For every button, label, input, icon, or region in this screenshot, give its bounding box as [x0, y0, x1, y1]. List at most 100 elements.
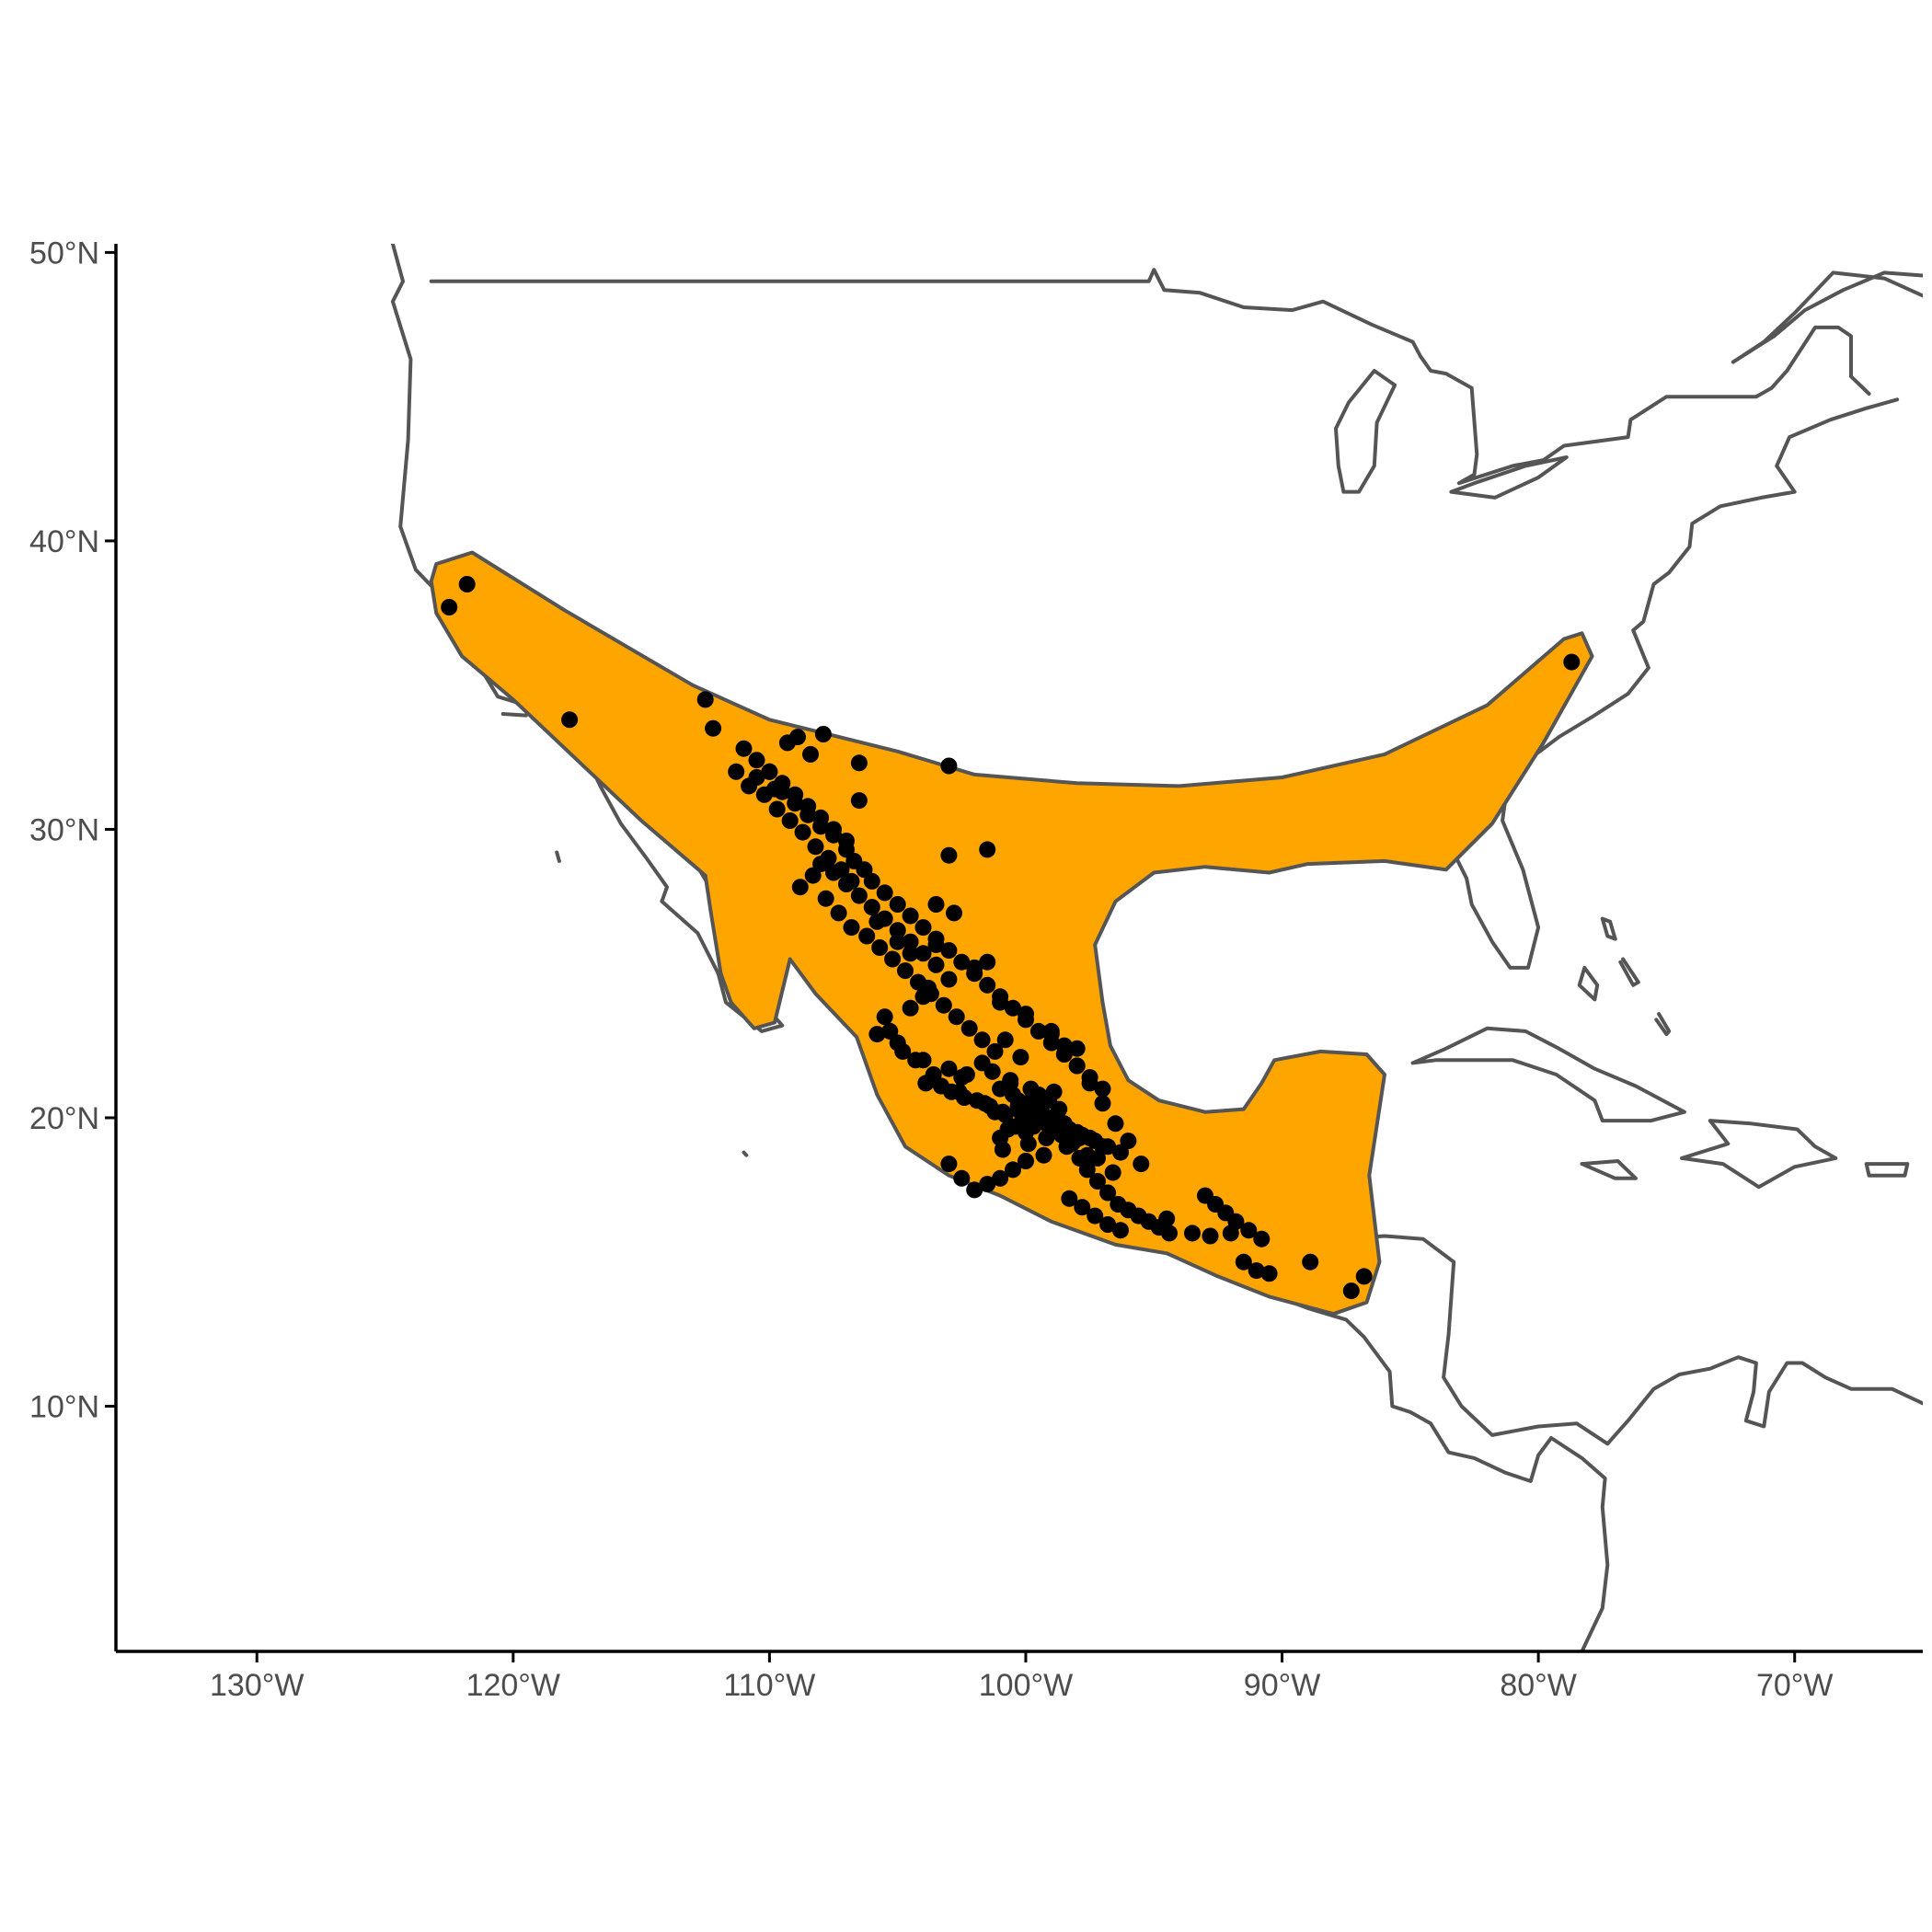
occurrence-point	[863, 872, 880, 890]
occurrence-point	[927, 896, 945, 913]
occurrence-point	[953, 953, 971, 971]
occurrence-point	[979, 953, 996, 971]
occurrence-point	[825, 821, 842, 838]
occurrence-point	[814, 726, 832, 742]
occurrence-point	[946, 904, 962, 922]
occurrence-point	[992, 988, 1009, 1006]
x-tick-label: 90°W	[1244, 1668, 1321, 1703]
x-axis-ticks: 130°W 120°W 110°W 100°W 90°W 80°W 70°W	[210, 1651, 1833, 1703]
occurrence-point	[1087, 1133, 1104, 1150]
occurrence-point	[843, 919, 860, 937]
occurrence-point	[1018, 1153, 1034, 1169]
occurrence-point	[1112, 1144, 1129, 1161]
occurrence-point	[1065, 1133, 1083, 1150]
occurrence-point	[1074, 1199, 1091, 1216]
occurrence-point	[994, 1141, 1011, 1158]
occurrence-point	[812, 809, 830, 826]
x-tick-label: 130°W	[210, 1668, 304, 1703]
occurrence-point	[889, 933, 906, 950]
occurrence-point	[1227, 1213, 1245, 1230]
occurrence-point	[1018, 1011, 1034, 1029]
occurrence-point	[940, 1156, 958, 1173]
occurrence-point	[1081, 1069, 1098, 1087]
occurrence-point	[902, 933, 919, 950]
occurrence-point	[940, 971, 958, 988]
y-tick-label: 50°N	[29, 236, 99, 270]
occurrence-point	[1104, 1164, 1121, 1181]
occurrence-point	[940, 757, 958, 775]
occurrence-point	[979, 976, 996, 994]
occurrence-point	[914, 919, 932, 937]
occurrence-point	[1055, 1046, 1073, 1063]
occurrence-point	[902, 907, 919, 925]
occurrence-point	[1563, 653, 1581, 671]
occurrence-point	[1089, 1173, 1106, 1190]
occurrence-point	[830, 904, 847, 922]
occurrence-point	[894, 1042, 912, 1060]
occurrence-point	[1099, 1184, 1117, 1202]
occurrence-point	[876, 1008, 893, 1026]
coastline-jamaica	[1580, 1159, 1638, 1180]
occurrence-point	[807, 838, 824, 856]
coastline-saint-lawrence	[1731, 270, 1923, 364]
occurrence-point	[781, 812, 799, 829]
occurrence-point	[914, 945, 932, 962]
occurrence-point	[441, 599, 458, 615]
occurrence-point	[884, 950, 902, 968]
occurrence-point	[940, 942, 958, 960]
occurrence-point	[868, 1026, 886, 1043]
occurrence-point	[876, 910, 893, 927]
occurrence-point	[1005, 1161, 1021, 1179]
occurrence-point	[871, 939, 889, 956]
occurrence-point	[927, 930, 945, 948]
occurrence-point	[966, 1181, 983, 1199]
occurrence-point	[940, 1060, 958, 1077]
occurrence-point	[1235, 1253, 1252, 1271]
occurrence-point	[976, 1095, 994, 1112]
occurrence-point	[817, 890, 834, 907]
occurrence-point	[850, 754, 868, 772]
coastline-guadalupe-island	[555, 850, 561, 863]
occurrence-point	[902, 945, 919, 962]
occurrence-point	[1094, 1080, 1111, 1098]
occurrence-point	[1078, 1161, 1096, 1179]
x-tick-label: 110°W	[723, 1668, 815, 1703]
occurrence-point	[802, 745, 819, 763]
occurrence-point	[992, 1169, 1009, 1187]
occurrence-point	[1112, 1222, 1129, 1239]
occurrence-points-layer	[441, 576, 1581, 1300]
occurrence-point	[1002, 1072, 1019, 1089]
occurrence-point	[1184, 1225, 1201, 1242]
occurrence-point	[799, 798, 817, 815]
coastline-bahamas-abaco	[1600, 916, 1617, 941]
occurrence-point	[768, 800, 786, 818]
occurrence-point	[1068, 1040, 1086, 1057]
coastline-lake-erie	[1449, 455, 1569, 500]
occurrence-point	[1355, 1268, 1373, 1285]
species-range-polygon	[429, 550, 1594, 1317]
occurrence-point	[1087, 1207, 1104, 1225]
occurrence-point	[889, 896, 906, 913]
occurrence-point	[789, 729, 806, 746]
occurrence-point	[897, 962, 914, 980]
occurrence-point	[907, 1052, 925, 1069]
occurrence-point	[838, 876, 855, 892]
occurrence-point	[966, 965, 983, 983]
occurrence-point	[787, 786, 804, 803]
occurrence-point	[1253, 1230, 1271, 1248]
occurrence-point	[925, 1066, 942, 1083]
occurrence-point	[996, 1106, 1014, 1123]
occurrence-point	[858, 927, 876, 945]
occurrence-point	[1061, 1190, 1078, 1207]
occurrence-point	[889, 922, 906, 939]
occurrence-point	[1068, 1057, 1086, 1075]
coastline-bahamas-eleuthera	[1618, 957, 1640, 987]
y-tick-label: 10°N	[29, 1390, 99, 1425]
occurrence-point	[960, 1019, 978, 1037]
occurrence-point	[1089, 1149, 1106, 1167]
occurrence-point	[1099, 1216, 1117, 1233]
occurrence-point	[1012, 1049, 1029, 1066]
occurrence-point	[1019, 1135, 1037, 1153]
y-axis-ticks: 10°N 20°N 30°N 40°N 50°N	[29, 236, 116, 1425]
